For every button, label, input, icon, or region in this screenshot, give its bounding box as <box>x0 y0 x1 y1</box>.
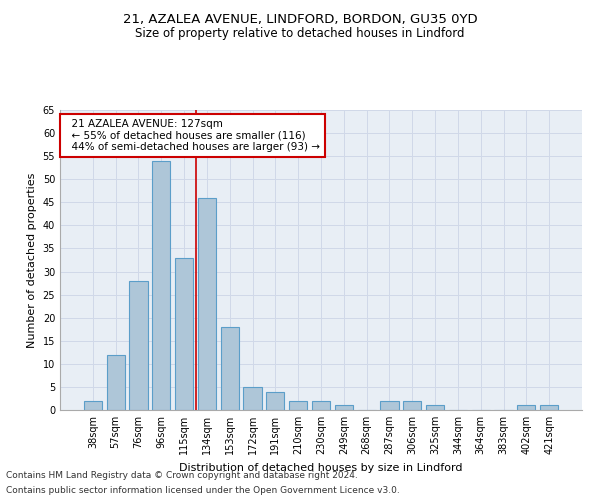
Bar <box>312 401 330 410</box>
Bar <box>335 406 353 410</box>
Text: Contains HM Land Registry data © Crown copyright and database right 2024.: Contains HM Land Registry data © Crown c… <box>6 471 358 480</box>
Bar <box>175 258 193 410</box>
Bar <box>221 327 239 410</box>
Bar <box>152 161 170 410</box>
Bar <box>517 406 535 410</box>
Text: Size of property relative to detached houses in Lindford: Size of property relative to detached ho… <box>135 28 465 40</box>
Bar <box>266 392 284 410</box>
Bar <box>540 406 558 410</box>
Text: 21, AZALEA AVENUE, LINDFORD, BORDON, GU35 0YD: 21, AZALEA AVENUE, LINDFORD, BORDON, GU3… <box>122 12 478 26</box>
Bar <box>107 354 125 410</box>
Y-axis label: Number of detached properties: Number of detached properties <box>27 172 37 348</box>
Bar <box>426 406 444 410</box>
Bar <box>198 198 216 410</box>
Bar <box>403 401 421 410</box>
X-axis label: Distribution of detached houses by size in Lindford: Distribution of detached houses by size … <box>179 462 463 472</box>
Bar <box>289 401 307 410</box>
Bar <box>84 401 102 410</box>
Text: Contains public sector information licensed under the Open Government Licence v3: Contains public sector information licen… <box>6 486 400 495</box>
Bar <box>130 281 148 410</box>
Bar <box>380 401 398 410</box>
Bar <box>244 387 262 410</box>
Text: 21 AZALEA AVENUE: 127sqm
  ← 55% of detached houses are smaller (116)
  44% of s: 21 AZALEA AVENUE: 127sqm ← 55% of detach… <box>65 119 320 152</box>
